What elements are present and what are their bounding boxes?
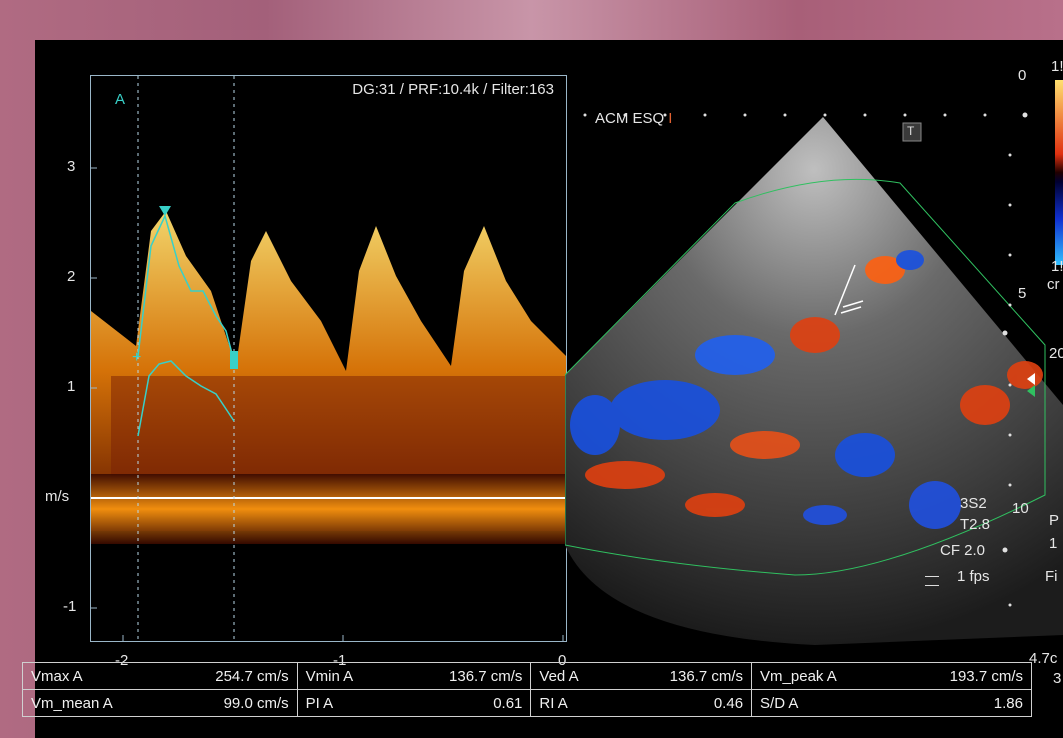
measurement-cell: S/D A 1.86 (751, 689, 1032, 717)
sample-gate (834, 264, 864, 316)
peak-envelope (137, 213, 235, 362)
y-tick-1: 1 (67, 378, 76, 395)
ultrasound-screen: + DG:31 / PRF:10.4k / Filter:163 A 3 2 1… (35, 40, 1063, 738)
bmode-sector (565, 117, 1063, 645)
doppler-spectrum-panel: + DG:31 / PRF:10.4k / Filter:163 A (90, 75, 567, 642)
measurement-cell: Vm_mean A 99.0 cm/s (22, 689, 298, 717)
edge-label-8: 4.7c (1029, 650, 1058, 667)
y-tick-2: 2 (67, 268, 76, 285)
t-icon-box (902, 122, 922, 142)
measurement-cell: Ved A 136.7 cm/s (530, 662, 753, 690)
edge-label-5: P (1049, 512, 1060, 529)
tissue-setting: T2.8 (960, 516, 991, 533)
edge-label-4: 20 (1049, 345, 1063, 362)
frame-rate: 1 fps (957, 568, 990, 585)
x-tick-0: 0 (558, 652, 567, 669)
image-label-text: ACM ESQ (595, 110, 665, 127)
measurement-cell: Vm_peak A 193.7 cm/s (751, 662, 1032, 690)
edge-label-9: 3 (1053, 670, 1062, 687)
measurement-cell: PI A 0.61 (296, 689, 532, 717)
color-box (565, 178, 1046, 576)
cursor-mark: I (668, 110, 673, 127)
edge-label-7: Fi (1045, 568, 1058, 585)
doppler-spectrum: + (91, 76, 566, 641)
measurement-cell: RI A 0.46 (530, 689, 753, 717)
depth-10: 10 (1012, 500, 1029, 517)
color-scale-bar (1055, 80, 1063, 265)
measurement-cell: Vmin A 136.7 cm/s (296, 662, 532, 690)
mean-envelope (137, 360, 235, 437)
baseline-band (91, 474, 566, 544)
depth-0: 0 (1018, 67, 1027, 84)
depth-5: 5 (1018, 285, 1027, 302)
gate-label: A (115, 91, 126, 108)
doppler-header: DG:31 / PRF:10.4k / Filter:163 (352, 81, 554, 98)
edge-label-2: 1! (1051, 258, 1063, 275)
edge-label-6: 1 (1049, 535, 1058, 552)
probe-setting: 3S2 (960, 495, 987, 512)
image-label: ACM ESQ I (595, 110, 672, 127)
peak-marker (159, 206, 171, 216)
y-axis-unit: m/s (45, 488, 70, 505)
y-tick-neg1: -1 (63, 598, 77, 615)
table-row: Vm_mean A 99.0 cm/s PI A 0.61 RI A 0.46 S/D… (22, 689, 1032, 717)
end-marker (230, 351, 238, 369)
measurement-cell: Vmax A 254.7 cm/s (22, 662, 298, 690)
t-icon: T (907, 124, 915, 138)
color-doppler-sector (565, 112, 1063, 645)
start-marker: + (132, 349, 141, 366)
edge-label-1: 1! (1051, 58, 1063, 75)
color-flow (570, 250, 1043, 529)
y-tick-3: 3 (67, 158, 76, 175)
frame-rate-icon (925, 576, 939, 586)
color-flow-setting: CF 2.0 (940, 542, 986, 559)
edge-label-3: cr (1047, 276, 1060, 293)
